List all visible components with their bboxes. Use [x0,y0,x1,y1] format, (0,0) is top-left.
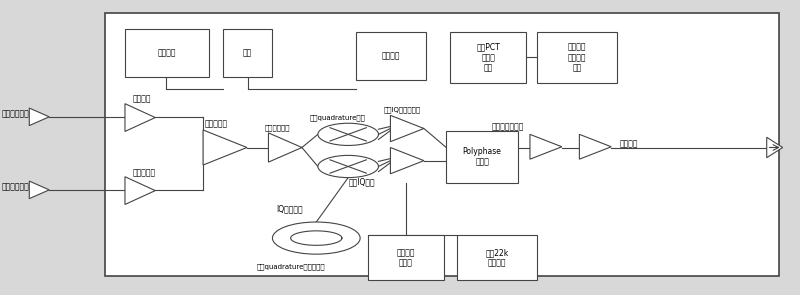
Text: 水一级放大: 水一级放大 [133,168,156,177]
Polygon shape [203,130,247,165]
FancyBboxPatch shape [446,132,518,183]
Circle shape [318,155,378,178]
FancyBboxPatch shape [356,32,426,80]
FancyBboxPatch shape [368,235,444,281]
Text: 片内PCT
台控制
电路: 片内PCT 台控制 电路 [476,43,500,73]
Text: 片内quadrature混频: 片内quadrature混频 [310,115,366,121]
Text: 片内低放大器: 片内低放大器 [265,124,290,131]
Circle shape [273,222,360,254]
Text: 片内直直
水平切换
电路: 片内直直 水平切换 电路 [568,43,586,73]
Polygon shape [125,104,155,132]
FancyBboxPatch shape [125,29,209,77]
Text: 中频IQ信号: 中频IQ信号 [349,177,376,186]
Text: 片内IQ中频放大器: 片内IQ中频放大器 [384,106,421,113]
Polygon shape [30,108,50,126]
FancyBboxPatch shape [223,29,273,77]
Text: 片内负压
生成器: 片内负压 生成器 [397,248,415,268]
Polygon shape [530,134,562,159]
Text: 射频水平信号: 射频水平信号 [2,182,29,191]
Text: 射频垂直信号: 射频垂直信号 [2,109,29,118]
Polygon shape [766,137,782,158]
Text: 片为22k
检测电路: 片为22k 检测电路 [486,248,509,268]
Text: 中频信号: 中频信号 [619,139,638,148]
FancyBboxPatch shape [537,32,617,83]
FancyBboxPatch shape [458,235,537,281]
Polygon shape [125,177,155,204]
Polygon shape [30,181,50,199]
Text: 锁相环路: 锁相环路 [382,52,401,61]
Polygon shape [390,148,424,174]
Text: 片内中频放大器: 片内中频放大器 [492,122,524,131]
Text: 昂运: 昂运 [243,49,252,58]
Text: Polyphase
滤波器: Polyphase 滤波器 [462,147,502,167]
Polygon shape [269,133,302,162]
Circle shape [318,123,378,145]
Text: 中间级高放: 中间级高放 [205,119,228,128]
Text: 逼近放大: 逼近放大 [133,95,151,104]
Polygon shape [390,115,424,142]
Polygon shape [579,134,611,159]
Text: 片内quadrature压控振荡器: 片内quadrature压控振荡器 [257,264,325,271]
FancyBboxPatch shape [450,32,526,83]
Text: IQ本振信号: IQ本振信号 [277,205,303,214]
Text: 勃正滤波: 勃正滤波 [158,49,176,58]
FancyBboxPatch shape [105,13,778,276]
